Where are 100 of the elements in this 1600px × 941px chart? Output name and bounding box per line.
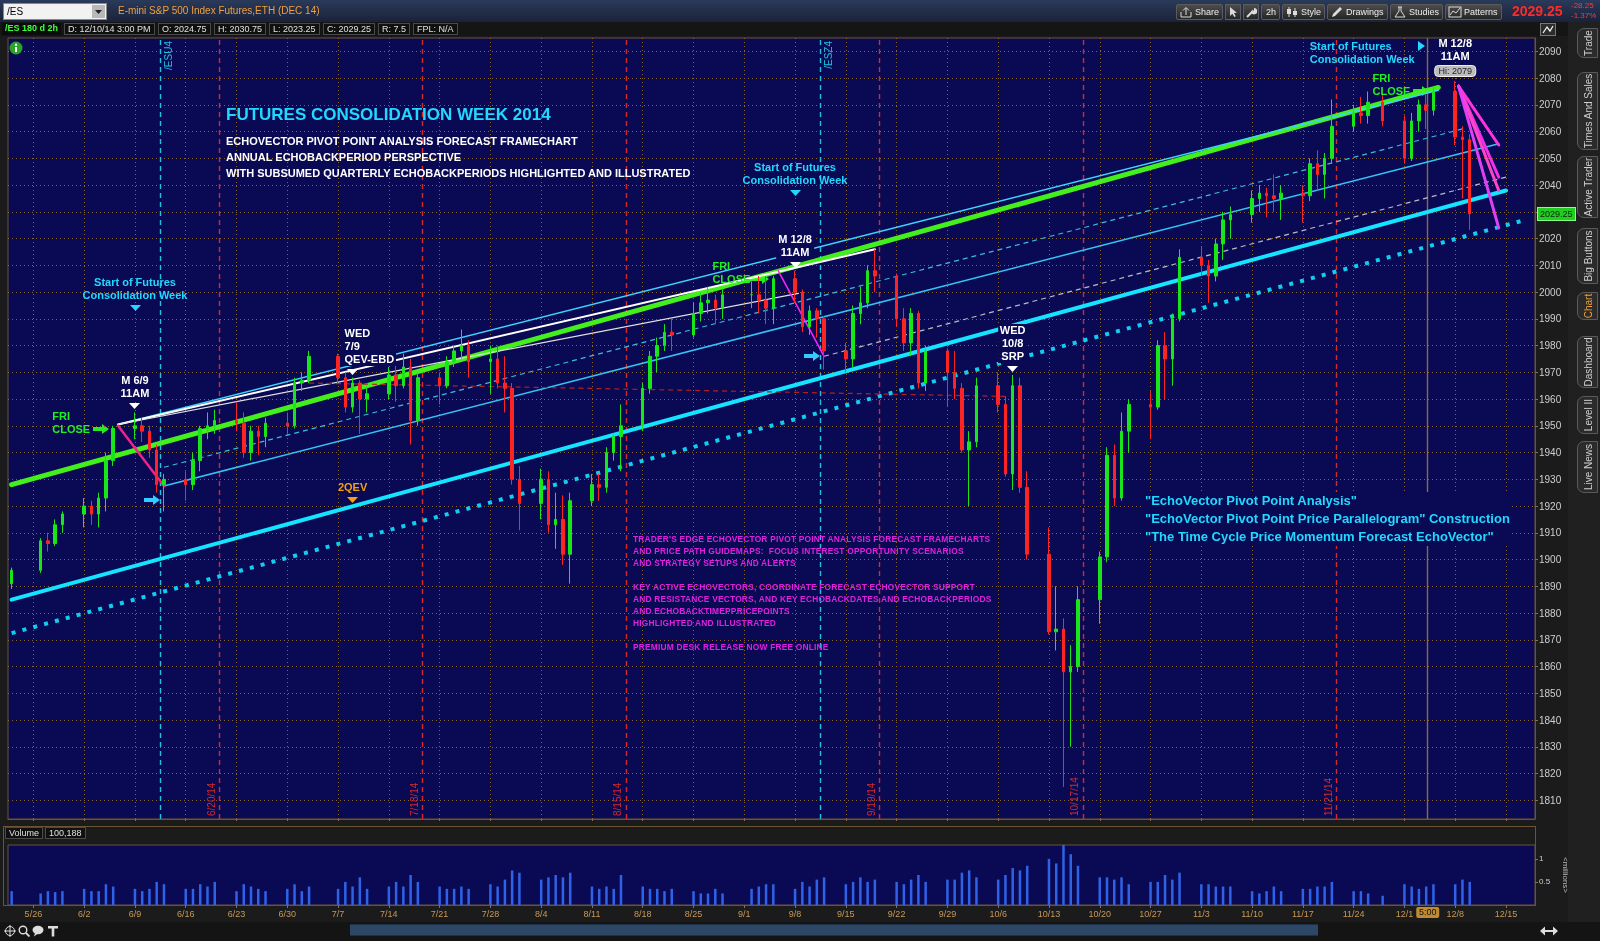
text: 100,188 bbox=[45, 827, 86, 839]
y-tick-label: 1930 bbox=[1539, 473, 1562, 485]
text: Times And Sales bbox=[1582, 73, 1593, 149]
text: Level II bbox=[1582, 398, 1593, 432]
text: H: 2030.75 bbox=[214, 23, 267, 35]
annotation: Start of Futures Consolidation Week bbox=[742, 161, 848, 187]
y-tick-label: 1830 bbox=[1539, 741, 1562, 753]
x-tick-label: 9/1 bbox=[738, 908, 751, 919]
y-tick-label: 1940 bbox=[1539, 447, 1562, 459]
annotation: FRI CLOSE bbox=[52, 409, 91, 436]
x-tick-label: 12/1 bbox=[1395, 908, 1414, 919]
x-tick-label: 8/18 bbox=[633, 908, 652, 919]
y-tick-label: 1960 bbox=[1539, 393, 1562, 405]
ref-line-label: 9/19/14 bbox=[866, 782, 878, 816]
x-tick-label: 10/20 bbox=[1088, 908, 1112, 919]
text: 2029.25 bbox=[1512, 3, 1563, 19]
x-tick-label: 11/3 bbox=[1192, 908, 1210, 919]
x-tick-label: 5/26 bbox=[24, 908, 43, 919]
text: C: 2029.25 bbox=[323, 23, 376, 35]
x-tick-label: 11/24 bbox=[1342, 908, 1365, 919]
y-tick-label: 2080 bbox=[1539, 72, 1562, 84]
y-tick-label: 1980 bbox=[1539, 340, 1562, 352]
y-tick-label: 1910 bbox=[1539, 527, 1562, 539]
y-tick-label: 2070 bbox=[1539, 99, 1562, 111]
annotation: FRI CLOSE bbox=[1372, 72, 1411, 99]
ref-line-label: 7/18/14 bbox=[409, 782, 421, 816]
button: Patterns bbox=[1445, 4, 1502, 20]
annotation: Hi: 2079 bbox=[1434, 64, 1476, 77]
y-tick-label: 1820 bbox=[1539, 768, 1562, 780]
text: Live News bbox=[1582, 443, 1593, 491]
y-tick-label: 1970 bbox=[1539, 366, 1562, 378]
text: -28.25 bbox=[1571, 1, 1594, 10]
chart-title: Volume bbox=[5, 827, 44, 839]
y-tick-label: 1870 bbox=[1539, 634, 1562, 646]
x-tick-label: 12/15 bbox=[1494, 908, 1518, 919]
y-tick-label: 2050 bbox=[1539, 152, 1562, 164]
text: Trade bbox=[1582, 30, 1593, 56]
x-tick-label: 9/8 bbox=[788, 908, 802, 919]
text: /ES 180 d 2h bbox=[2, 23, 62, 35]
annotation: "EchoVector Pivot Point Analysis" "EchoVector Pivot Point Price Parallelogram" Construction "The Time Cycle Price Momentum Forecast EchoVector" bbox=[1143, 492, 1512, 546]
y-tick-label: 1880 bbox=[1539, 607, 1562, 619]
annotation: M 12/8 11AM bbox=[1438, 36, 1473, 63]
annotation: Start of Futures Consolidation Week bbox=[82, 276, 188, 302]
x-tick-label: 9/15 bbox=[837, 908, 855, 919]
text: L: 2023.25 bbox=[269, 23, 320, 35]
x-tick-label: 9/22 bbox=[887, 908, 906, 919]
y-tick-label: 1 bbox=[1539, 854, 1544, 864]
text: Big Buttons bbox=[1582, 230, 1593, 282]
annotation: M 12/8 11AM bbox=[776, 232, 814, 259]
ref-line-label: /ESU4 bbox=[162, 40, 174, 70]
button: Style bbox=[1282, 4, 1325, 20]
x-tick-label: 7/28 bbox=[481, 908, 500, 919]
y-tick-label: 2000 bbox=[1539, 286, 1562, 298]
y-tick-label: 1890 bbox=[1539, 580, 1562, 592]
x-tick-label: 7/14 bbox=[380, 908, 398, 919]
x-tick-label: 8/11 bbox=[583, 908, 601, 919]
ref-line-label: 8/15/14 bbox=[612, 782, 624, 816]
ref-line-label: 11/21/14 bbox=[1323, 777, 1335, 816]
y-tick-label: 0.5 bbox=[1539, 877, 1551, 887]
y-axis-title: <millions> bbox=[1560, 856, 1570, 894]
x-tick-label: 6/30 bbox=[278, 908, 297, 919]
x-tick-label: 10/27 bbox=[1139, 908, 1162, 919]
x-tick-label: 10/6 bbox=[989, 908, 1007, 919]
y-tick-label: 1810 bbox=[1539, 794, 1562, 806]
text: 2029.25 bbox=[1537, 207, 1576, 221]
x-tick-label: 6/2 bbox=[77, 908, 91, 919]
annotation: Start of Futures Consolidation Week bbox=[1309, 40, 1415, 67]
text: E-mini S&P 500 Index Futures,ETH (DEC 14) bbox=[118, 5, 320, 17]
annotation: WED 7/9 QEV-EBD bbox=[342, 326, 397, 366]
text: Dashboard bbox=[1582, 337, 1593, 387]
text: Active Trader bbox=[1582, 157, 1593, 217]
text: Chart bbox=[1582, 293, 1593, 319]
ref-line-label: 10/17/14 bbox=[1069, 776, 1081, 816]
ref-line-label: /ESZ4 bbox=[822, 40, 834, 69]
annotation: 2QEV bbox=[335, 481, 370, 495]
annotation: WED 10/8 SRP bbox=[997, 324, 1028, 363]
y-tick-label: 1850 bbox=[1539, 687, 1562, 699]
button: Drawings bbox=[1327, 4, 1388, 20]
y-tick-label: 1950 bbox=[1539, 420, 1562, 432]
button: Share bbox=[1176, 4, 1224, 20]
x-tick-label: 11/10 bbox=[1241, 908, 1264, 919]
annotation: FRI CLOSE bbox=[712, 259, 751, 286]
annotation: M 6/9 11AM bbox=[118, 374, 152, 401]
text: ECHOVECTOR PIVOT POINT ANALYSIS FORECAST FRAMECHART ANNUAL ECHOBACKPERIOD PERSPECTIVE WITH SUBSUMED QUARTERLY ECHOBACKPERIODS HIGHLIGHTED AND ILLUSTRATED bbox=[226, 134, 691, 181]
text: FPL: N/A bbox=[413, 23, 458, 35]
x-tick-label: 6/23 bbox=[227, 908, 246, 919]
text: R: 7.5 bbox=[378, 23, 411, 35]
y-tick-label: 1840 bbox=[1539, 714, 1562, 726]
x-tick-label: 9/29 bbox=[938, 908, 957, 919]
x-tick-label: 6/16 bbox=[176, 908, 195, 919]
x-tick-label: 11/17 bbox=[1291, 908, 1314, 919]
y-tick-label: 2040 bbox=[1539, 179, 1562, 191]
x-tick-label: 7/7 bbox=[331, 908, 345, 919]
y-tick-label: 2010 bbox=[1539, 259, 1562, 271]
button: Studies bbox=[1390, 4, 1444, 20]
y-tick-label: 2060 bbox=[1539, 126, 1562, 138]
y-tick-label: 1920 bbox=[1539, 500, 1562, 512]
text: FUTURES CONSOLIDATION WEEK 2014 bbox=[226, 105, 551, 125]
x-tick-label: 6/9 bbox=[128, 908, 142, 919]
annotation: 5:00 bbox=[1415, 907, 1440, 918]
